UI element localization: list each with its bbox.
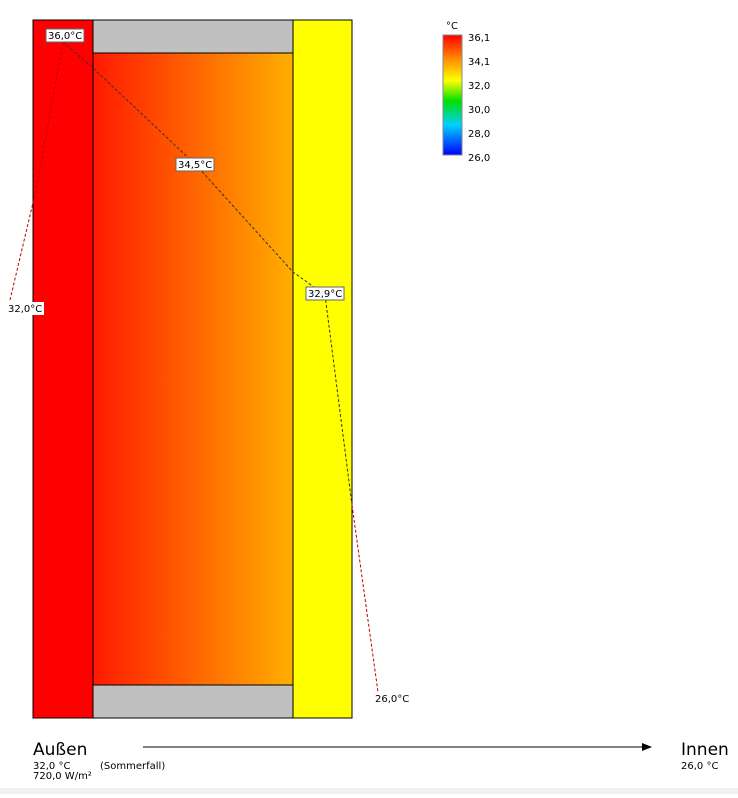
wall — [32, 19, 353, 719]
outside-radiation: 720,0 W/m² — [33, 771, 92, 782]
point-label: 34,5°C — [178, 160, 212, 171]
outside-case: (Sommerfall) — [100, 761, 165, 772]
legend-tick: 28,0 — [468, 129, 490, 140]
label-box — [6, 302, 44, 315]
outside-temperature: 32,0 °C — [33, 761, 70, 772]
legend-tick: 32,0 — [468, 81, 490, 92]
point-label: 32,0°C — [8, 304, 42, 315]
layer-inner — [292, 19, 353, 719]
legend-tick: 30,0 — [468, 105, 490, 116]
label-box — [45, 28, 85, 43]
point-labels: 36,0°C 34,5°C 32,9°C 32,0°C 26,0°C — [6, 28, 409, 705]
point-label: 32,9°C — [308, 289, 342, 300]
legend-unit: °C — [446, 21, 458, 32]
layer-outer — [32, 19, 94, 719]
legend-tick: 34,1 — [468, 57, 490, 68]
profile-line-inner — [324, 294, 353, 506]
bottom-strip — [0, 788, 738, 794]
layer-insulation — [92, 52, 294, 686]
layer-bottom — [92, 684, 294, 719]
outside-title: Außen — [33, 740, 87, 760]
label-box — [175, 157, 215, 172]
point-label: 36,0°C — [48, 31, 82, 42]
point-label: 26,0°C — [375, 694, 409, 705]
legend-tick: 26,0 — [468, 153, 490, 164]
label-box — [305, 286, 345, 301]
boundary-line-out — [9, 41, 64, 301]
layer-top — [92, 19, 294, 54]
arrow-head — [642, 743, 652, 751]
legend-bar — [442, 34, 463, 156]
inside-title: Innen — [681, 740, 729, 760]
inside-temperature: 26,0 °C — [681, 761, 718, 772]
footer: Außen 32,0 °C 720,0 W/m² (Sommerfall) In… — [0, 740, 738, 794]
legend-tick: 36,1 — [468, 33, 490, 44]
boundary-line-in — [351, 504, 379, 693]
legend: °C 36,1 34,1 32,0 30,0 28,0 26,0 — [442, 21, 490, 164]
